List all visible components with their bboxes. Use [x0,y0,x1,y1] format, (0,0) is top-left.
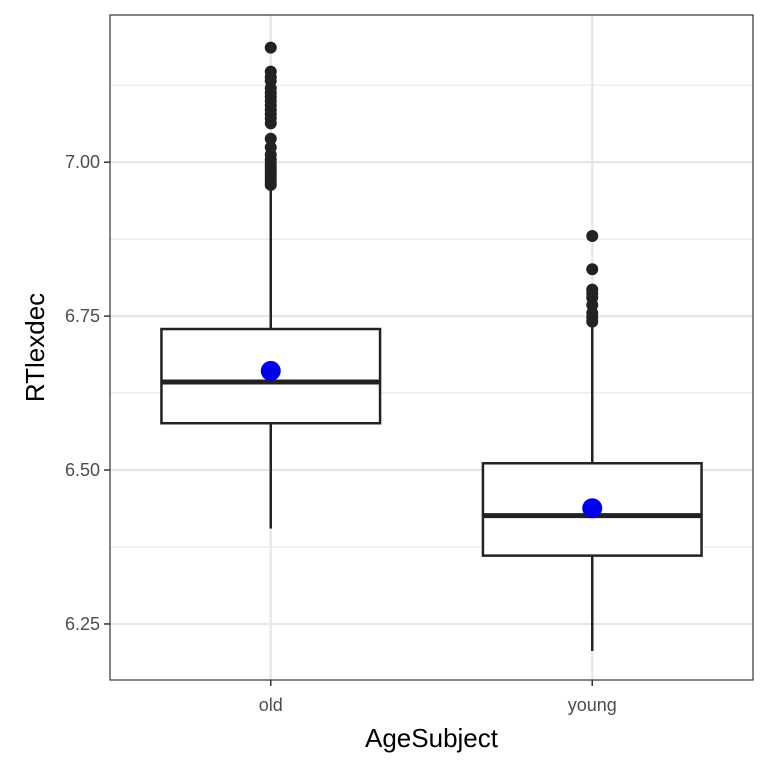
mean-point [260,360,281,381]
outlier-point [264,65,277,78]
y-axis-title: RTlexdec [20,293,50,402]
boxes [160,41,703,652]
panel-border [109,14,754,681]
y-tick-label: 7.00 [65,152,100,172]
outlier-point [586,283,599,296]
outlier-point [586,263,599,276]
box-old [160,41,382,529]
box-young [481,230,703,652]
outlier-point [264,41,277,54]
y-tick-label: 6.25 [65,614,100,634]
y-tick-label: 6.50 [65,460,100,480]
x-tick-label: young [568,695,617,715]
axes: 6.25 6.50 6.75 7.00 old young [65,152,617,715]
outlier-point [264,132,277,145]
outlier-point [586,230,599,243]
x-axis-title: AgeSubject [365,723,499,753]
outlier-point [264,141,277,154]
y-tick-label: 6.75 [65,306,100,326]
x-tick-label: old [259,695,283,715]
mean-point [582,498,603,519]
